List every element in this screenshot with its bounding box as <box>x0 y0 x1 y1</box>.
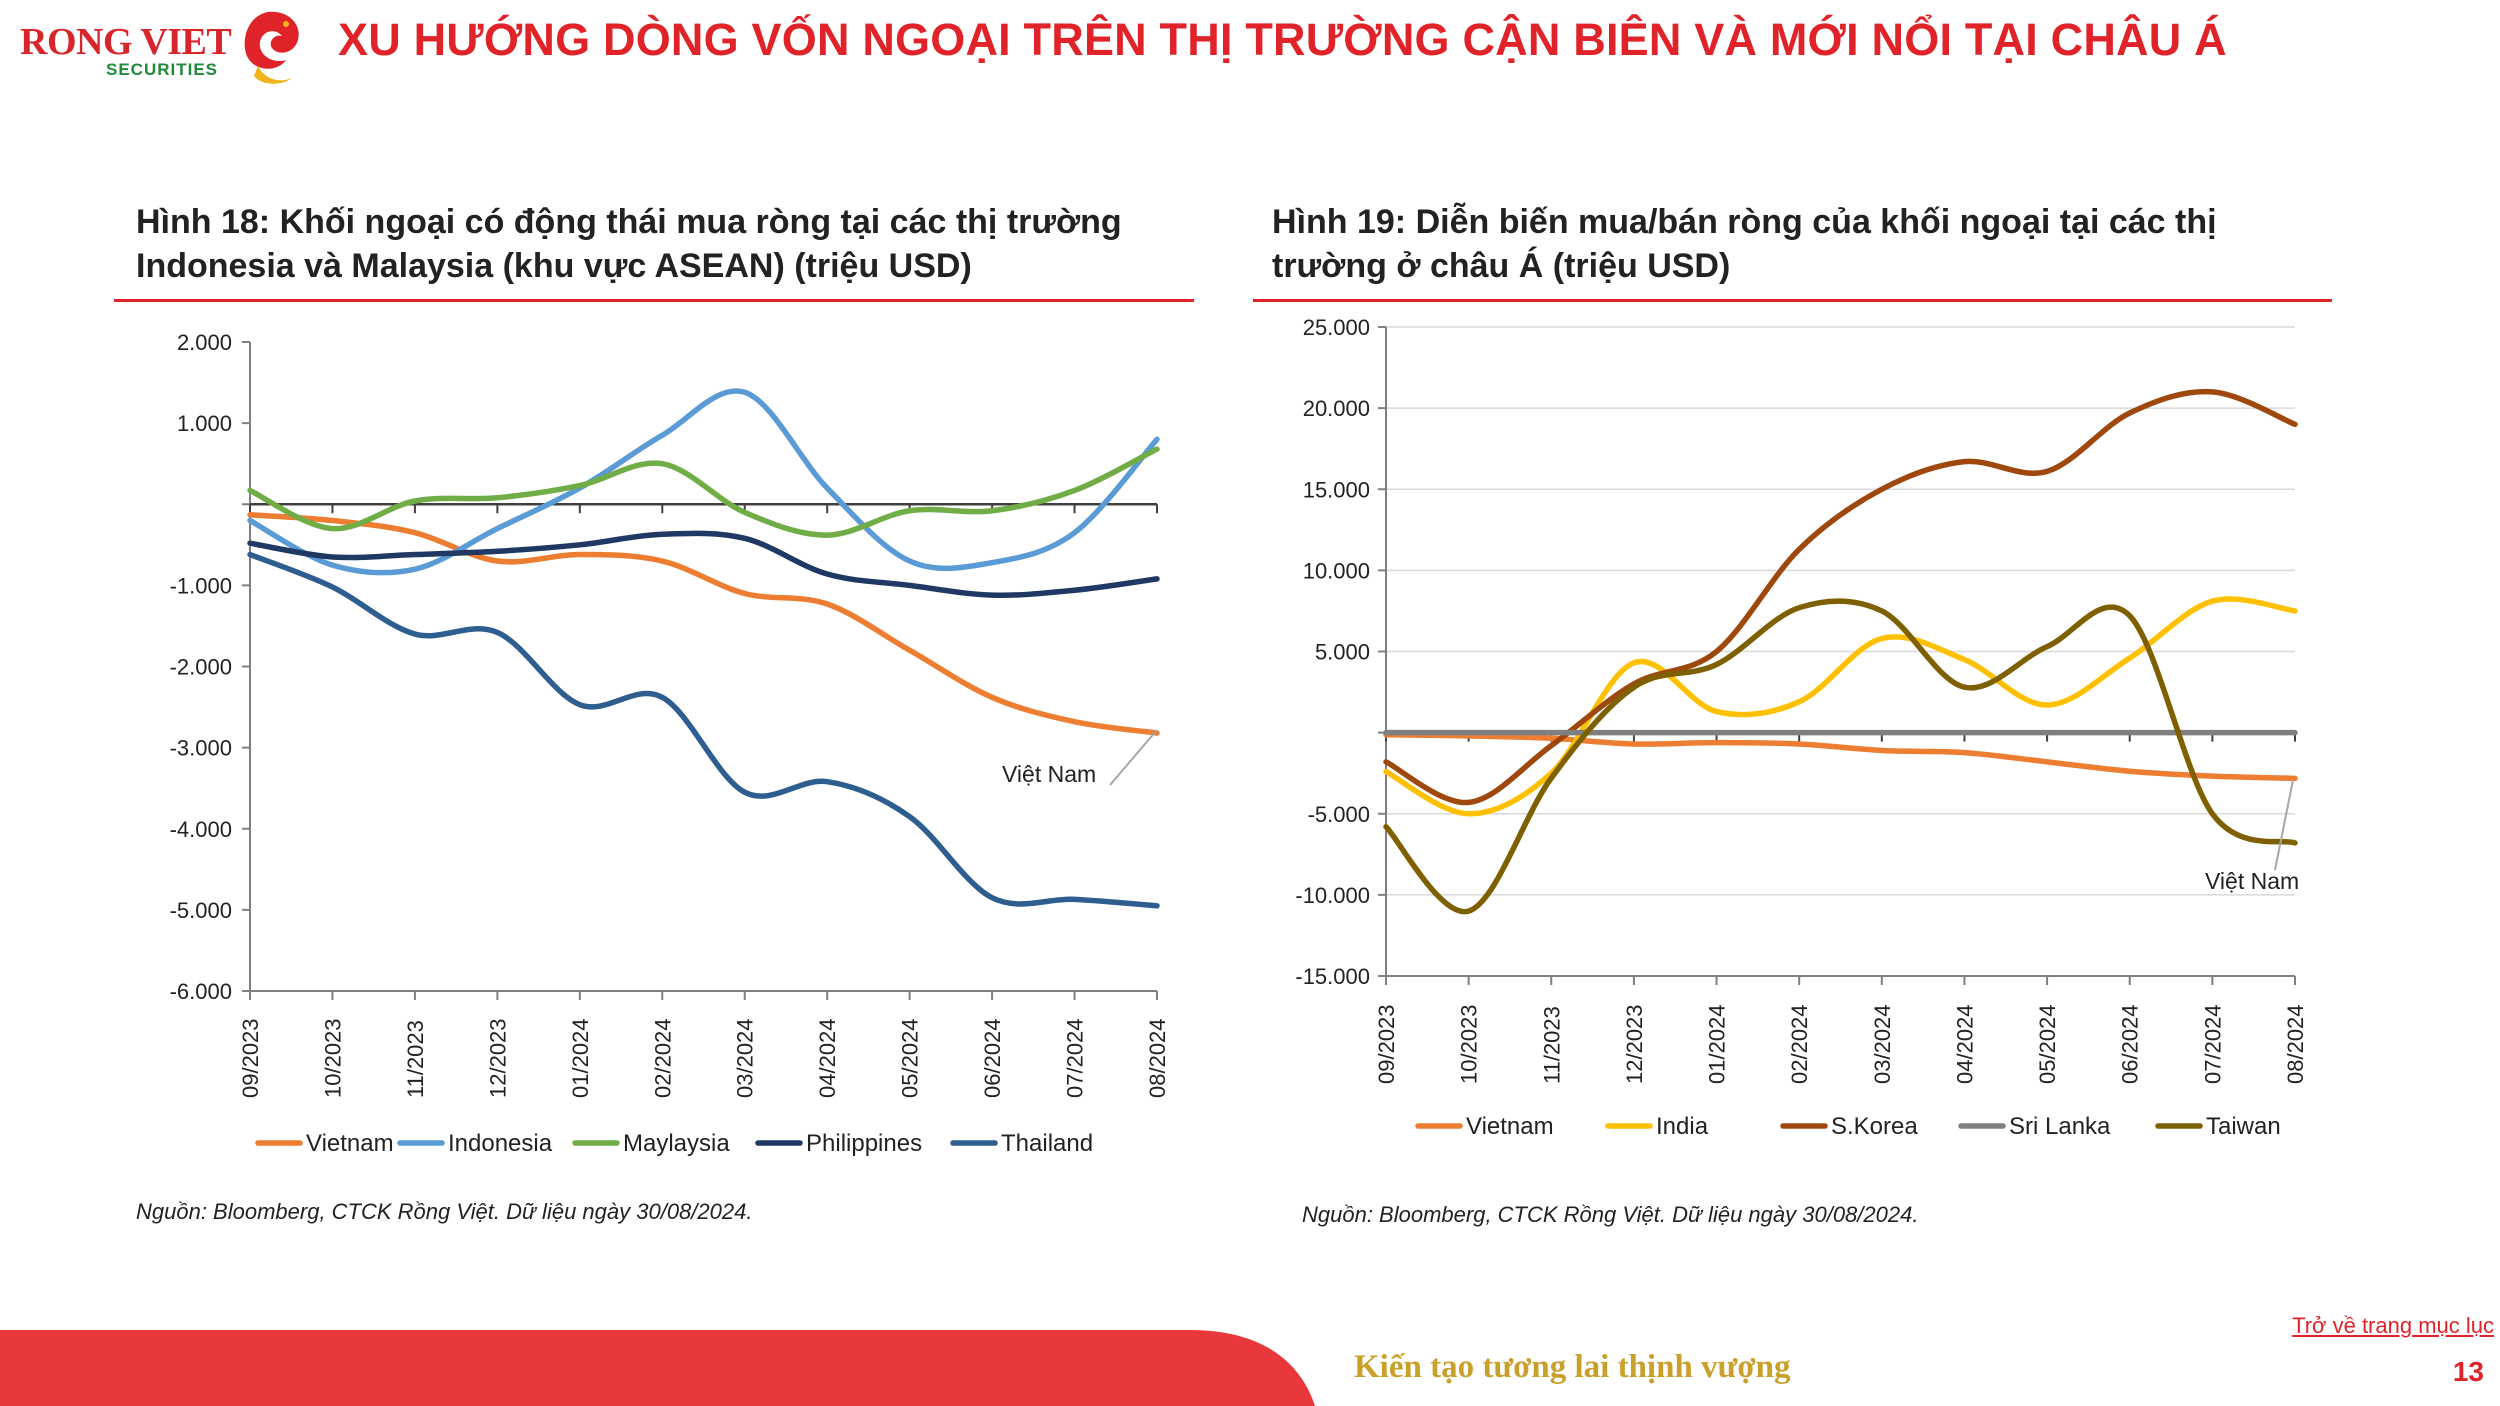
y-tick-label: 15.000 <box>1303 477 1370 502</box>
y-tick-label: 20.000 <box>1303 396 1370 421</box>
x-tick-label: 07/2024 <box>1063 1018 1088 1098</box>
x-tick-label: 04/2024 <box>1952 1004 1977 1084</box>
y-tick-label: -10.000 <box>1295 883 1370 908</box>
title-underline <box>1253 299 2332 302</box>
x-tick-label: 08/2024 <box>1145 1018 1170 1098</box>
x-tick-label: 12/2023 <box>485 1018 510 1098</box>
annotation-label: Việt Nam <box>2205 868 2299 894</box>
x-tick-label: 12/2023 <box>1622 1004 1647 1084</box>
y-tick-label: -5.000 <box>1308 802 1370 827</box>
x-tick-label: 03/2024 <box>733 1018 758 1098</box>
series-line-indonesia <box>247 388 1160 576</box>
legend-label: Philippines <box>806 1130 922 1157</box>
x-tick-label: 04/2024 <box>815 1018 840 1098</box>
y-tick-label: 10.000 <box>1303 558 1370 583</box>
line-chart-asean: 2.000 1.000 -1.000 -2.000 -3.000 -4.000 -5.000… <box>170 330 1170 1157</box>
source-note: Nguồn: Bloomberg, CTCK Rồng Việt. Dữ liệ… <box>136 1199 753 1224</box>
legend-label: Indonesia <box>448 1130 553 1157</box>
x-tick-label: 02/2024 <box>1787 1004 1812 1084</box>
x-tick-label: 11/2023 <box>1539 1006 1564 1084</box>
series-line-skorea <box>1383 388 2298 806</box>
annotation-leader <box>1109 729 1158 786</box>
annotation-label: Việt Nam <box>1002 761 1096 787</box>
series-line-india <box>1383 596 2298 817</box>
x-tick-label: 09/2023 <box>238 1018 263 1098</box>
y-tick-label: -2.000 <box>170 655 232 680</box>
legend-label: Taiwan <box>2206 1113 2281 1140</box>
x-tick-label: 06/2024 <box>980 1018 1005 1098</box>
series-line-philippines <box>247 530 1160 598</box>
legend-label: Vietnam <box>306 1130 394 1157</box>
line-chart-asia: 25.000 20.000 15.000 10.000 5.000 -5.000 -10.0… <box>1295 315 2308 1140</box>
figure-19-title: Hình 19: Diễn biến mua/bán ròng của khối… <box>1272 203 2217 285</box>
legend-label: Maylaysia <box>623 1130 730 1157</box>
series-line-vietnam <box>1383 731 2298 782</box>
y-tick-label: 25.000 <box>1303 315 1370 340</box>
title-underline <box>114 299 1194 302</box>
y-tick-label: 5.000 <box>1315 640 1370 665</box>
legend-label: S.Korea <box>1831 1113 1918 1140</box>
footer-red-bar <box>0 1330 1315 1406</box>
legend-label: India <box>1656 1113 1709 1140</box>
x-tick-label: 05/2024 <box>2035 1004 2060 1084</box>
figure-18-title: Hình 18: Khối ngoại có động thái mua ròn… <box>136 203 1122 285</box>
x-tick-label: 11/2023 <box>403 1020 428 1098</box>
dragon-icon <box>244 11 299 84</box>
x-tick-label: 01/2024 <box>1705 1004 1730 1084</box>
y-tick-label: -1.000 <box>170 573 232 598</box>
x-tick-label: 08/2024 <box>2283 1004 2308 1084</box>
y-tick-label: 2.000 <box>177 330 232 355</box>
y-tick-label: 1.000 <box>177 411 232 436</box>
company-logo: RONG VIET SECURITIES <box>18 6 308 86</box>
footer-slogan: Kiến tạo tương lai thịnh vượng <box>1354 1349 1791 1385</box>
back-to-toc-link[interactable]: Trở về trang mục lục <box>2292 1313 2494 1338</box>
x-tick-label: 02/2024 <box>650 1018 675 1098</box>
chart-figure-18: 2.000 1.000 -1.000 -2.000 -3.000 -4.000 -5.000… <box>0 0 1250 1200</box>
legend-label: Vietnam <box>1466 1113 1554 1140</box>
annotation-leader <box>2274 779 2294 871</box>
source-note: Nguồn: Bloomberg, CTCK Rồng Việt. Dữ liệ… <box>1302 1202 1919 1227</box>
y-tick-label: -3.000 <box>170 736 232 761</box>
series-line-taiwan <box>1383 598 2298 915</box>
x-tick-label: 10/2023 <box>320 1018 345 1098</box>
y-tick-label: -15.000 <box>1295 964 1370 989</box>
x-tick-label: 09/2023 <box>1374 1004 1399 1084</box>
x-tick-label: 03/2024 <box>1870 1004 1895 1084</box>
y-tick-label: -4.000 <box>170 817 232 842</box>
legend-label: Sri Lanka <box>2009 1113 2111 1140</box>
series-line-maylaysia <box>247 446 1160 538</box>
logo-subtext: SECURITIES <box>106 60 219 79</box>
x-tick-label: 05/2024 <box>898 1018 923 1098</box>
x-tick-label: 06/2024 <box>2118 1004 2143 1084</box>
chart-figure-19: 25.000 20.000 15.000 10.000 5.000 -5.000 -10.0… <box>1250 0 2500 1200</box>
logo-text: RONG VIET <box>20 21 232 63</box>
y-tick-label: -6.000 <box>170 979 232 1004</box>
series-line-thailand <box>247 551 1160 909</box>
page-title: XU HƯỚNG DÒNG VỐN NGOẠI TRÊN THỊ TRƯỜNG … <box>338 14 2227 65</box>
legend-label: Thailand <box>1001 1130 1093 1157</box>
x-tick-label: 07/2024 <box>2200 1004 2225 1084</box>
series-line-vietnam <box>247 512 1160 736</box>
page-number: 13 <box>2452 1356 2484 1387</box>
x-tick-label: 01/2024 <box>568 1018 593 1098</box>
y-tick-label: -5.000 <box>170 898 232 923</box>
x-tick-label: 10/2023 <box>1457 1004 1482 1084</box>
